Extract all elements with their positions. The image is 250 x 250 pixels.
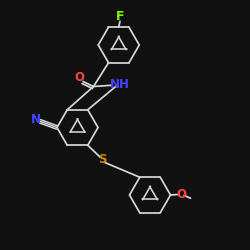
Text: O: O — [74, 71, 84, 84]
Text: O: O — [176, 188, 186, 201]
Text: F: F — [116, 10, 124, 23]
Text: S: S — [98, 153, 106, 166]
Text: NH: NH — [110, 78, 130, 90]
Text: N: N — [30, 113, 40, 126]
